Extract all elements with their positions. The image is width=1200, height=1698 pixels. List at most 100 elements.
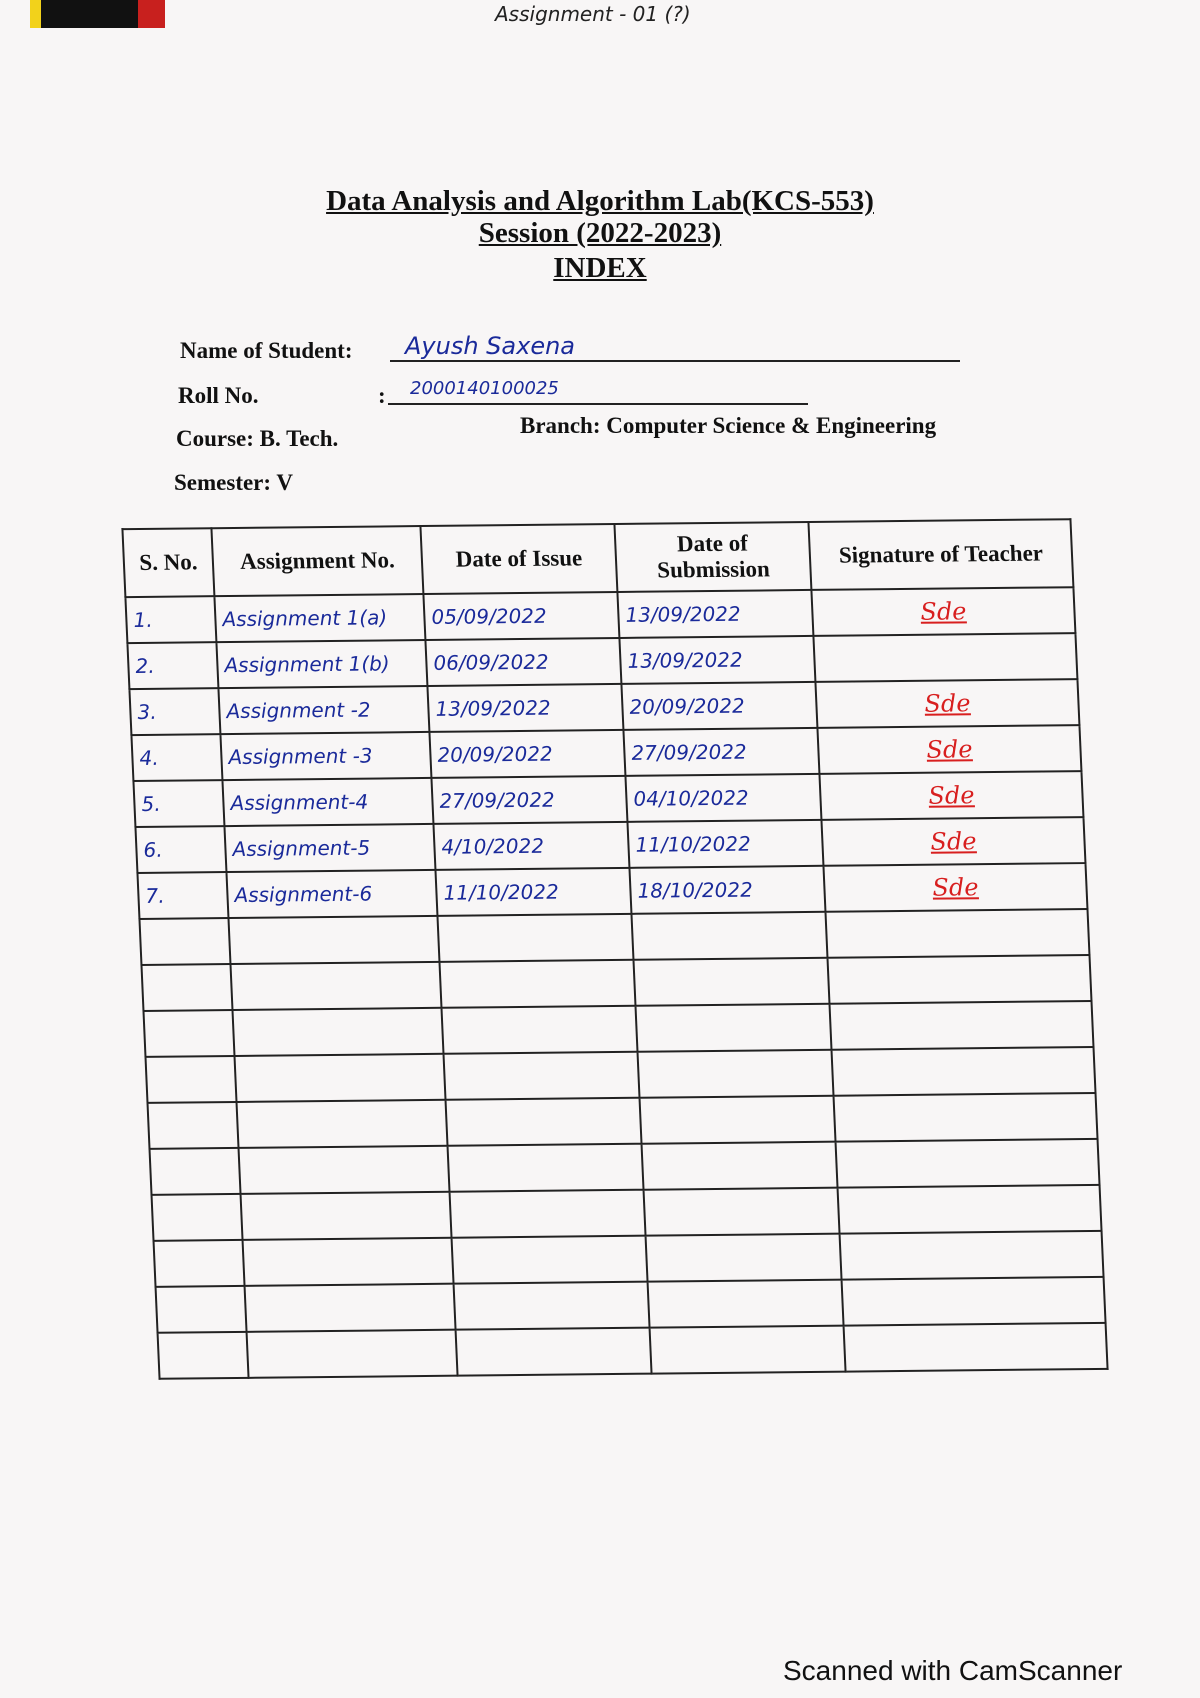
cell-signature: Sde [821,817,1086,866]
cell-signature: Sde [823,863,1088,912]
blank-cell [139,918,231,965]
cell-date-issue: 06/09/2022 [425,637,622,686]
blank-cell [439,959,636,1008]
blank-row [157,1322,1108,1379]
course-label: Course: B. Tech. [176,426,339,451]
blank-cell [449,1189,646,1238]
blank-cell [633,957,830,1006]
header-sno: S. No. [122,528,215,598]
handwritten-top-note: Assignment - 01 (?) [495,2,691,26]
table-header-row: S. No. Assignment No. Date of Issue Date… [122,519,1074,598]
camscanner-logo [30,0,165,28]
blank-cell [147,1101,239,1149]
blank-cell [841,1276,1106,1326]
blank-cell [453,1281,650,1330]
name-label: Name of Student: [180,338,353,363]
blank-cell [437,913,634,962]
cell-sno: 4. [131,734,223,782]
cell-sno: 6. [135,826,227,874]
cell-assignment: Assignment -3 [220,731,432,781]
roll-number: 2000140100025 [410,378,559,399]
blank-cell [141,964,233,1011]
cell-date-submission: 20/09/2022 [621,681,818,730]
index-table: S. No. Assignment No. Date of Issue Date… [121,518,1108,1380]
blank-cell [635,1003,832,1052]
semester-label: Semester: V [174,470,293,495]
blank-cell [649,1325,846,1374]
cell-date-issue: 11/10/2022 [435,867,632,916]
cell-assignment: Assignment 1(a) [214,594,426,643]
cell-sno: 2. [127,642,219,690]
blank-cell [155,1285,247,1333]
cell-date-submission: 04/10/2022 [625,773,822,822]
cell-date-issue: 13/09/2022 [427,683,624,732]
blank-cell [234,1053,446,1102]
blank-cell [825,909,1090,958]
cell-signature: Sde [811,587,1076,636]
blank-cell [443,1051,640,1100]
header-assignment: Assignment No. [211,526,424,597]
branch-label: Branch: Computer Science & Engineering [520,413,937,438]
blank-cell [157,1331,249,1379]
blank-cell [230,961,442,1011]
cell-assignment: Assignment-4 [222,777,434,827]
blank-cell [240,1191,452,1240]
header-date-submission: Date of Submission [614,521,812,592]
blank-cell [843,1322,1108,1372]
cell-signature: Sde [819,771,1084,820]
blank-cell [236,1099,448,1148]
cell-date-issue: 20/09/2022 [429,729,626,778]
blank-cell [246,1329,458,1378]
blank-cell [244,1283,456,1332]
session-title: Session (2022-2023) [478,217,722,249]
cell-date-submission: 27/09/2022 [623,727,820,776]
cell-date-submission: 18/10/2022 [629,865,826,914]
blank-cell [839,1230,1104,1280]
blank-cell [837,1184,1102,1234]
blank-cell [631,911,828,960]
cell-signature [813,633,1078,682]
blank-cell [829,1001,1094,1050]
blank-cell [643,1187,840,1236]
blank-cell [447,1143,644,1192]
cell-sno: 3. [129,688,221,736]
name-line [390,340,960,362]
cell-assignment: Assignment-6 [226,869,438,919]
cell-sno: 7. [137,872,229,919]
blank-cell [637,1049,834,1098]
blank-cell [645,1233,842,1282]
blank-cell [238,1145,450,1194]
blank-cell [647,1279,844,1328]
cell-signature: Sde [815,679,1080,728]
blank-cell [228,915,440,965]
blank-cell [149,1147,241,1195]
cell-sno: 1. [125,596,217,644]
cell-date-submission: 13/09/2022 [619,635,816,684]
blank-cell [441,1005,638,1054]
cell-assignment: Assignment -2 [218,685,430,735]
cell-sno: 5. [133,780,225,828]
blank-cell [232,1007,444,1056]
blank-cell [833,1092,1098,1142]
blank-cell [145,1055,237,1103]
blank-cell [455,1327,652,1376]
blank-cell [835,1138,1100,1188]
camscanner-watermark: Scanned with CamScanner [783,1655,1123,1686]
blank-cell [242,1237,454,1286]
cell-assignment: Assignment 1(b) [216,639,428,689]
blank-cell [445,1097,642,1146]
roll-line [388,385,808,405]
blank-cell [151,1193,243,1241]
blank-cell [153,1239,245,1287]
blank-cell [639,1095,836,1144]
roll-colon: : [378,383,386,408]
cell-date-issue: 27/09/2022 [431,775,628,824]
blank-cell [143,1010,235,1057]
cell-date-issue: 05/09/2022 [423,591,620,640]
index-title: INDEX [553,252,647,284]
roll-label: Roll No. [178,383,259,408]
student-name: Ayush Saxena [405,332,576,360]
header-signature: Signature of Teacher [808,519,1074,590]
cell-date-submission: 13/09/2022 [617,589,814,638]
